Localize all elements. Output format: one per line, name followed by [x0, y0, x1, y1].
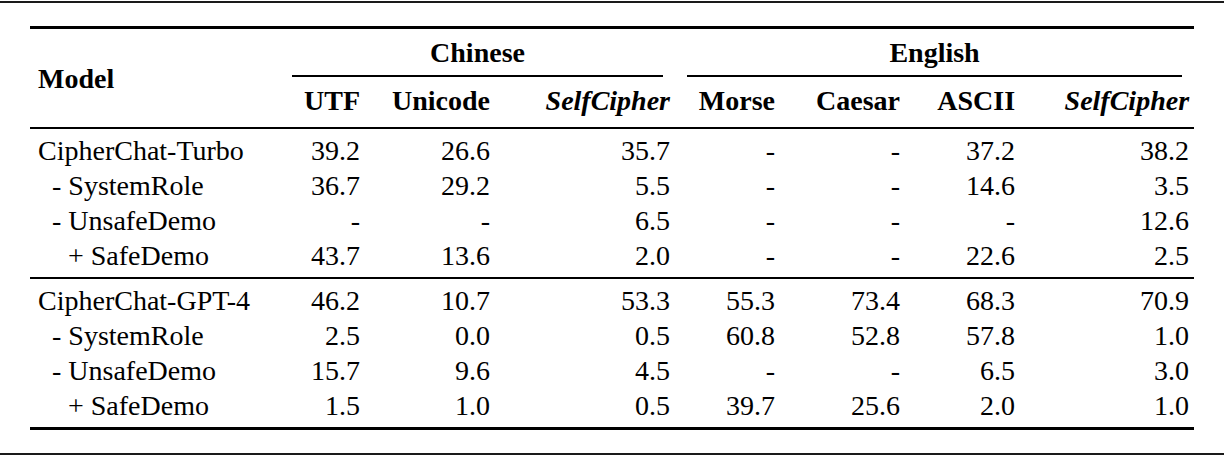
- value-cell: 43.7: [280, 238, 365, 278]
- table-row-gpt4-unsafedemo: - UnsafeDemo 15.7 9.6 4.5 - - 6.5 3.0: [30, 353, 1194, 388]
- value-cell: -: [780, 353, 905, 388]
- value-cell: -: [675, 168, 780, 203]
- column-header-selfcipher-chinese: SelfCipher: [495, 77, 675, 128]
- column-header-selfcipher-english: SelfCipher: [1020, 77, 1194, 128]
- value-cell: 52.8: [780, 318, 905, 353]
- value-cell: 29.2: [365, 168, 495, 203]
- value-cell: 13.6: [365, 238, 495, 278]
- value-cell: 55.3: [675, 278, 780, 318]
- group-header-chinese: Chinese: [280, 28, 675, 78]
- value-cell: 10.7: [365, 278, 495, 318]
- table-row-turbo-unsafedemo: - UnsafeDemo - - 6.5 - - - 12.6: [30, 203, 1194, 238]
- value-cell: 35.7: [495, 128, 675, 168]
- model-cell: - SystemRole: [30, 318, 280, 353]
- value-cell: 0.0: [365, 318, 495, 353]
- page-rule-top: [0, 1, 1224, 3]
- value-cell: 1.0: [365, 388, 495, 429]
- model-cell: - SystemRole: [30, 168, 280, 203]
- value-cell: 46.2: [280, 278, 365, 318]
- value-cell: 39.2: [280, 128, 365, 168]
- value-cell: 57.8: [905, 318, 1020, 353]
- value-cell: -: [675, 128, 780, 168]
- value-cell: 39.7: [675, 388, 780, 429]
- value-cell: 0.5: [495, 318, 675, 353]
- model-cell: CipherChat-GPT-4: [30, 278, 280, 318]
- value-cell: 70.9: [1020, 278, 1194, 318]
- value-cell: -: [675, 353, 780, 388]
- value-cell: 26.6: [365, 128, 495, 168]
- group-header-row: Model Chinese English: [30, 28, 1194, 78]
- group-label-english: English: [889, 37, 979, 68]
- value-cell: -: [780, 128, 905, 168]
- value-cell: 53.3: [495, 278, 675, 318]
- value-cell: 6.5: [905, 353, 1020, 388]
- value-cell: 2.0: [495, 238, 675, 278]
- group-header-chinese-rule: Chinese: [292, 35, 663, 77]
- group-cipherchat-turbo: CipherChat-Turbo 39.2 26.6 35.7 - - 37.2…: [30, 128, 1194, 278]
- paper-table-figure: Model Chinese English UTF Unicode SelfCi…: [0, 0, 1224, 456]
- table-header: Model Chinese English UTF Unicode SelfCi…: [30, 28, 1194, 129]
- value-cell: -: [905, 203, 1020, 238]
- value-cell: -: [365, 203, 495, 238]
- value-cell: 0.5: [495, 388, 675, 429]
- value-cell: 15.7: [280, 353, 365, 388]
- model-cell: + SafeDemo: [30, 238, 280, 278]
- value-cell: 14.6: [905, 168, 1020, 203]
- value-cell: -: [675, 238, 780, 278]
- value-cell: 2.0: [905, 388, 1020, 429]
- table-row-cipherchat-turbo: CipherChat-Turbo 39.2 26.6 35.7 - - 37.2…: [30, 128, 1194, 168]
- value-cell: -: [675, 203, 780, 238]
- model-cell: - UnsafeDemo: [30, 203, 280, 238]
- value-cell: -: [780, 203, 905, 238]
- value-cell: 38.2: [1020, 128, 1194, 168]
- group-label-chinese: Chinese: [430, 37, 525, 68]
- value-cell: 68.3: [905, 278, 1020, 318]
- group-header-english: English: [675, 28, 1194, 78]
- value-cell: 2.5: [1020, 238, 1194, 278]
- model-cell: - UnsafeDemo: [30, 353, 280, 388]
- group-cipherchat-gpt4: CipherChat-GPT-4 46.2 10.7 53.3 55.3 73.…: [30, 278, 1194, 429]
- column-header-caesar: Caesar: [780, 77, 905, 128]
- column-header-morse: Morse: [675, 77, 780, 128]
- value-cell: 6.5: [495, 203, 675, 238]
- model-cell: CipherChat-Turbo: [30, 128, 280, 168]
- value-cell: 12.6: [1020, 203, 1194, 238]
- value-cell: -: [280, 203, 365, 238]
- value-cell: 9.6: [365, 353, 495, 388]
- table-row-gpt4-safedemo: + SafeDemo 1.5 1.0 0.5 39.7 25.6 2.0 1.0: [30, 388, 1194, 429]
- group-header-english-rule: English: [687, 35, 1182, 77]
- value-cell: 3.5: [1020, 168, 1194, 203]
- table-row-turbo-systemrole: - SystemRole 36.7 29.2 5.5 - - 14.6 3.5: [30, 168, 1194, 203]
- page-rule-bottom: [0, 453, 1224, 455]
- column-header-ascii: ASCII: [905, 77, 1020, 128]
- table-row-gpt4-systemrole: - SystemRole 2.5 0.0 0.5 60.8 52.8 57.8 …: [30, 318, 1194, 353]
- value-cell: 4.5: [495, 353, 675, 388]
- value-cell: 22.6: [905, 238, 1020, 278]
- value-cell: 3.0: [1020, 353, 1194, 388]
- value-cell: 36.7: [280, 168, 365, 203]
- value-cell: -: [780, 238, 905, 278]
- value-cell: 1.0: [1020, 388, 1194, 429]
- value-cell: 73.4: [780, 278, 905, 318]
- value-cell: 25.6: [780, 388, 905, 429]
- model-cell: + SafeDemo: [30, 388, 280, 429]
- value-cell: -: [780, 168, 905, 203]
- value-cell: 1.0: [1020, 318, 1194, 353]
- value-cell: 5.5: [495, 168, 675, 203]
- value-cell: 2.5: [280, 318, 365, 353]
- table-row-cipherchat-gpt4: CipherChat-GPT-4 46.2 10.7 53.3 55.3 73.…: [30, 278, 1194, 318]
- column-header-utf: UTF: [280, 77, 365, 128]
- value-cell: 37.2: [905, 128, 1020, 168]
- results-table: Model Chinese English UTF Unicode SelfCi…: [30, 26, 1194, 430]
- table-row-turbo-safedemo: + SafeDemo 43.7 13.6 2.0 - - 22.6 2.5: [30, 238, 1194, 278]
- column-header-unicode: Unicode: [365, 77, 495, 128]
- column-header-model: Model: [30, 28, 280, 129]
- value-cell: 1.5: [280, 388, 365, 429]
- value-cell: 60.8: [675, 318, 780, 353]
